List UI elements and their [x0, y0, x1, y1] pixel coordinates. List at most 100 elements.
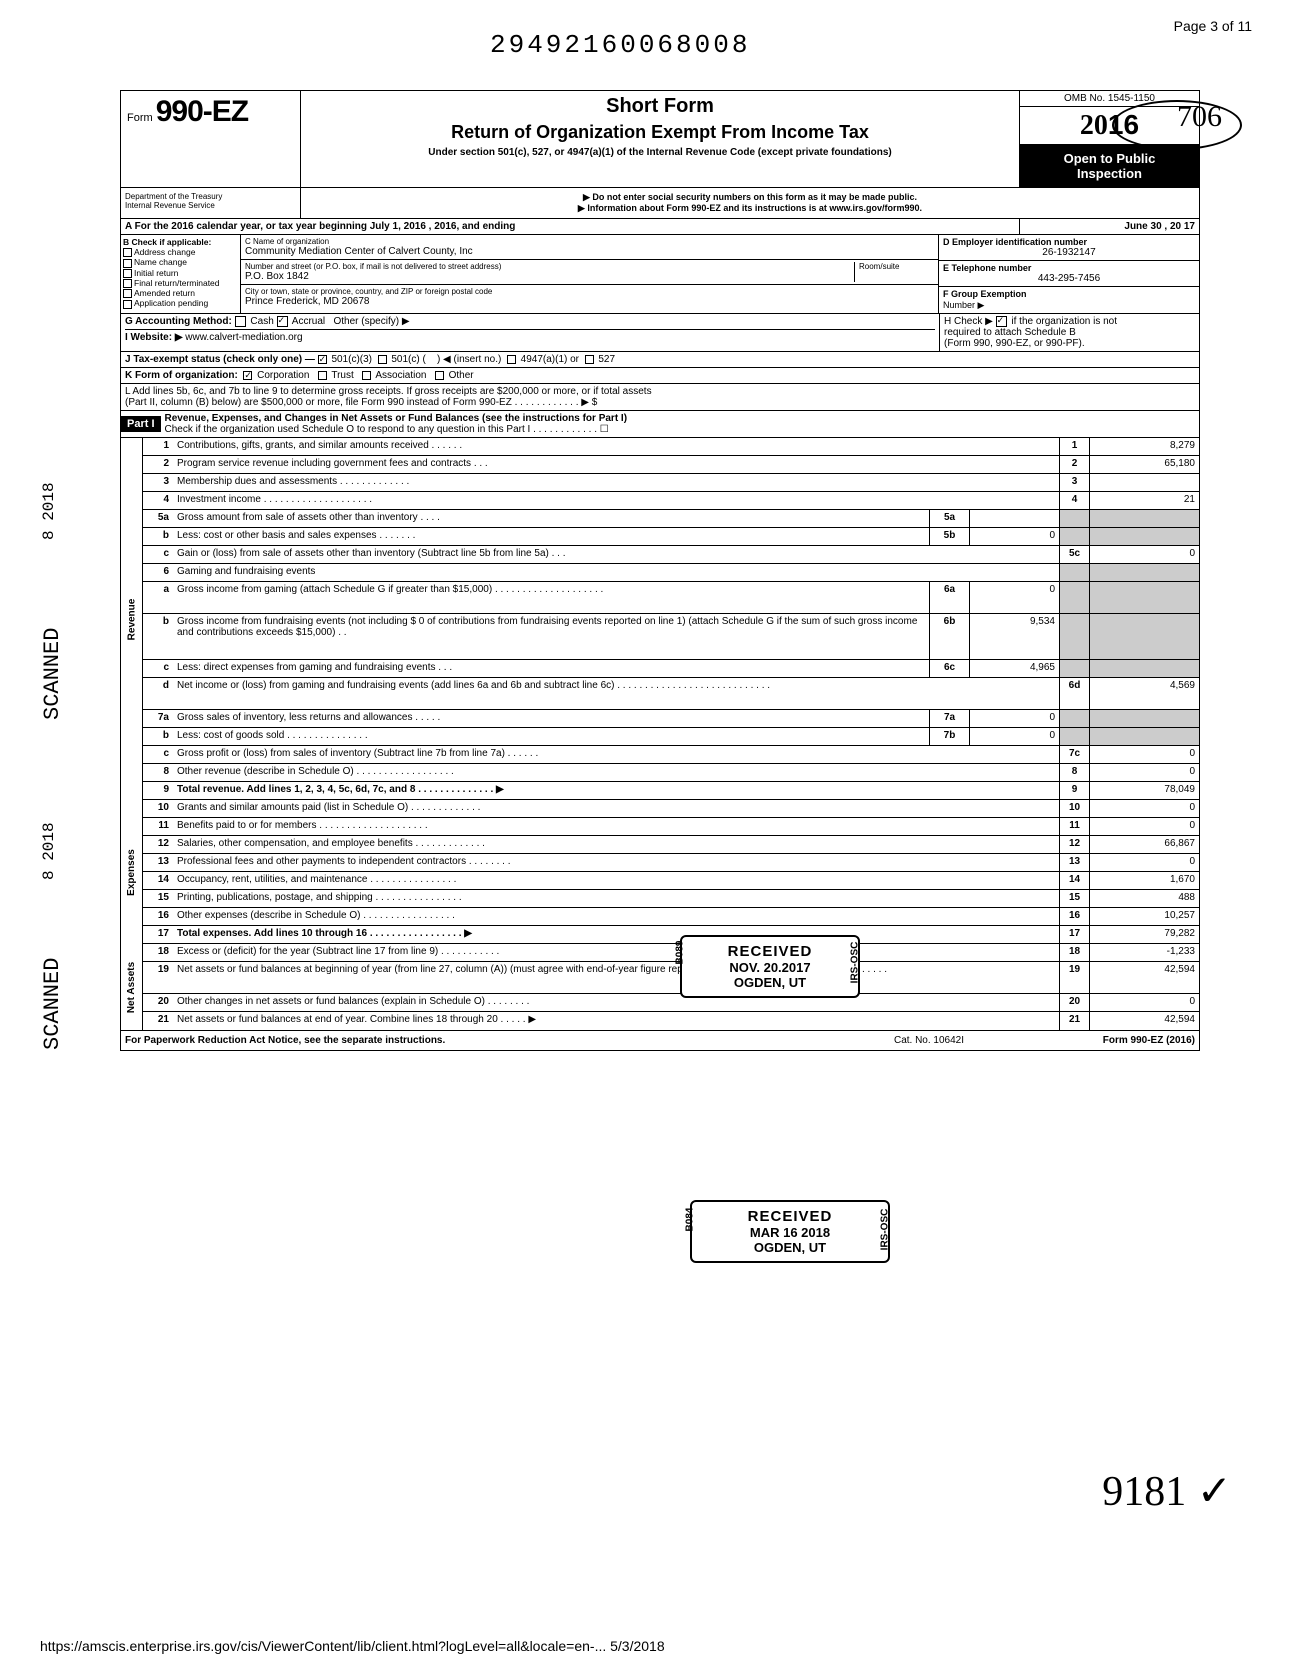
part1-header: Part I Revenue, Expenses, and Changes in…	[121, 411, 1199, 438]
val-17: 79,282	[1089, 926, 1199, 943]
line-l: L Add lines 5b, 6c, and 7b to line 9 to …	[121, 384, 1199, 411]
ln-6: 6	[143, 564, 173, 581]
stamp1-city: OGDEN, UT	[692, 975, 848, 990]
part1-title: Revenue, Expenses, and Changes in Net As…	[165, 413, 1195, 424]
chk-amended[interactable]	[123, 289, 132, 298]
chk-initial[interactable]	[123, 269, 132, 278]
mini-6c: 6c	[929, 660, 969, 677]
chk-final[interactable]	[123, 279, 132, 288]
page-number: Page 3 of 11	[1174, 18, 1252, 34]
ln-5b: b	[143, 528, 173, 545]
miniv-5b: 0	[969, 528, 1059, 545]
subtitle: Under section 501(c), 527, or 4947(a)(1)…	[307, 147, 1013, 158]
ln-7c: c	[143, 746, 173, 763]
ln-4: 4	[143, 492, 173, 509]
ln-2: 2	[143, 456, 173, 473]
ln-20: 20	[143, 994, 173, 1011]
desc-7c: Gross profit or (loss) from sales of inv…	[173, 746, 1059, 763]
desc-7a: Gross sales of inventory, less returns a…	[173, 710, 929, 727]
mini-6a: 6a	[929, 582, 969, 613]
l-line2: (Part II, column (B) below) are $500,000…	[125, 397, 1195, 408]
i-label: I Website: ▶	[125, 332, 183, 343]
footer-mid: Cat. No. 10642I	[839, 1031, 1019, 1050]
line-h: H Check ▶ if the organization is not req…	[939, 314, 1199, 351]
desc-6d: Net income or (loss) from gaming and fun…	[173, 678, 1059, 709]
chk-other-org[interactable]	[435, 371, 444, 380]
val-16: 10,257	[1089, 908, 1199, 925]
ln-19: 19	[143, 962, 173, 993]
short-form-title: Short Form	[307, 95, 1013, 118]
chk-corp[interactable]	[243, 371, 252, 380]
ln-16: 16	[143, 908, 173, 925]
chk-527[interactable]	[585, 355, 594, 364]
b-header: B Check if applicable:	[123, 237, 238, 247]
received-stamp-1: RECEIVED NOV. 20.2017 OGDEN, UT B089 IRS…	[680, 935, 860, 998]
ln-9: 9	[143, 782, 173, 799]
chk-501c3[interactable]	[318, 355, 327, 364]
chk-4947[interactable]	[507, 355, 516, 364]
chk-schedule-b[interactable]	[996, 316, 1007, 327]
k-o4: Other	[449, 370, 474, 381]
ln-1: 1	[143, 438, 173, 455]
desc-9: Total revenue. Add lines 1, 2, 3, 4, 5c,…	[173, 782, 1059, 799]
revenue-side-label: Revenue	[121, 438, 143, 800]
chk-address[interactable]	[123, 248, 132, 257]
line-g-left: G Accounting Method: Cash Accrual Other …	[121, 314, 939, 351]
chk-pending[interactable]	[123, 300, 132, 309]
chk-501c[interactable]	[378, 355, 387, 364]
chk-cash[interactable]	[235, 316, 246, 327]
handwritten-initials: 9181 ✓	[1102, 1466, 1232, 1516]
dept2: Internal Revenue Service	[125, 201, 296, 210]
desc-5a: Gross amount from sale of assets other t…	[173, 510, 929, 527]
form-number-box: Form 990-EZ	[121, 91, 301, 187]
form-number: 990-EZ	[156, 95, 248, 128]
chk-accrual[interactable]	[277, 316, 288, 327]
ln-12: 12	[143, 836, 173, 853]
room-label: Room/suite	[859, 262, 934, 271]
val-20: 0	[1089, 994, 1199, 1011]
val-9: 78,049	[1089, 782, 1199, 799]
f-header: F Group Exemption	[943, 289, 1027, 299]
g-other: Other (specify) ▶	[333, 316, 409, 327]
scanned-stamp-2: SCANNED	[40, 958, 65, 1050]
ln-7b: b	[143, 728, 173, 745]
stamp2-date: MAR 16 2018	[702, 1225, 878, 1240]
stamp1-received: RECEIVED	[692, 943, 848, 960]
open-public-2: Inspection	[1022, 166, 1197, 181]
dept-treasury: Department of the Treasury Internal Reve…	[121, 188, 301, 218]
desc-19: Net assets or fund balances at beginning…	[173, 962, 1059, 993]
dept-instructions: ▶ Do not enter social security numbers o…	[301, 188, 1199, 218]
ln-5c: c	[143, 546, 173, 563]
miniv-6a: 0	[969, 582, 1059, 613]
val-1: 8,279	[1089, 438, 1199, 455]
val-3	[1089, 474, 1199, 491]
desc-10: Grants and similar amounts paid (list in…	[173, 800, 1059, 817]
g-label: G Accounting Method:	[125, 316, 232, 327]
footer-left: For Paperwork Reduction Act Notice, see …	[121, 1031, 839, 1050]
chk-trust[interactable]	[318, 371, 327, 380]
omb-year-box: OMB No. 1545-1150 2016 Open to Public In…	[1019, 91, 1199, 187]
desc-12: Salaries, other compensation, and employ…	[173, 836, 1059, 853]
chk-name[interactable]	[123, 259, 132, 268]
line-a-right: June 30 , 20 17	[1019, 219, 1199, 234]
ln-13: 13	[143, 854, 173, 871]
desc-1: Contributions, gifts, grants, and simila…	[173, 438, 1059, 455]
val-14: 1,670	[1089, 872, 1199, 889]
desc-2: Program service revenue including govern…	[173, 456, 1059, 473]
val-18: -1,233	[1089, 944, 1199, 961]
telephone: 443-295-7456	[943, 273, 1195, 284]
line-a-left: A For the 2016 calendar year, or tax yea…	[121, 219, 1019, 234]
form-label: Form	[127, 112, 153, 124]
open-public: Open to Public Inspection	[1020, 145, 1199, 187]
ln-21: 21	[143, 1012, 173, 1030]
desc-8: Other revenue (describe in Schedule O) .…	[173, 764, 1059, 781]
j-c4: 527	[598, 354, 615, 365]
val-21: 42,594	[1089, 1012, 1199, 1030]
b-i3: Initial return	[134, 268, 178, 278]
scanned-date-1: 8 2018	[40, 482, 58, 540]
d-header: D Employer identification number	[943, 237, 1195, 247]
chk-assoc[interactable]	[362, 371, 371, 380]
desc-18: Excess or (deficit) for the year (Subtra…	[173, 944, 1059, 961]
ln-5a: 5a	[143, 510, 173, 527]
val-15: 488	[1089, 890, 1199, 907]
